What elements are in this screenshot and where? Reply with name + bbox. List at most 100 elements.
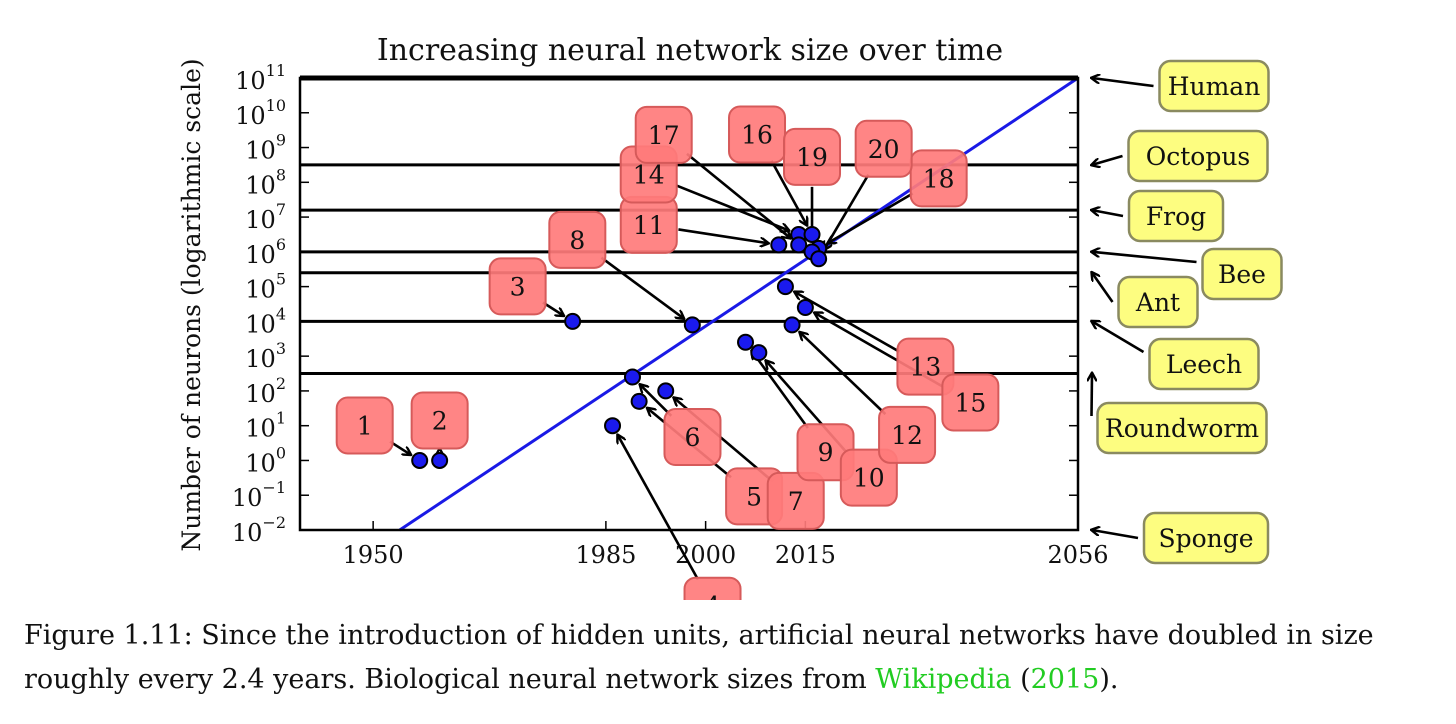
network-point-11 [770, 236, 788, 254]
network-arrow-20 [824, 173, 870, 250]
y-tick-label: 102 [245, 374, 286, 408]
network-point-9 [737, 333, 755, 351]
bio-arrow-sponge [1092, 530, 1139, 540]
network-label-19: 19 [796, 143, 828, 172]
biological-labels: Human Octopus Frog Bee Ant Leech Roundworm Spon… [1092, 59, 1283, 565]
bio-label-box-bee [1201, 247, 1283, 301]
bio-arrow-ant [1092, 273, 1114, 303]
network-label-box-12 [878, 405, 937, 464]
trend-line [398, 76, 1079, 532]
bio-label-box-leech [1148, 337, 1260, 391]
y-tick-label: 10−2 [232, 513, 286, 547]
network-label-18: 18 [923, 164, 955, 193]
y-tick-label: 100 [245, 443, 286, 477]
bio-label-box-frog [1127, 189, 1225, 243]
caption-paren-close: ). [1099, 664, 1119, 695]
network-label-box-17 [634, 105, 693, 164]
y-tick-label: 103 [245, 339, 286, 373]
figure-caption: Figure 1.11: Since the introduction of h… [24, 614, 1444, 702]
bio-label-frog: Frog [1146, 202, 1206, 231]
network-label-15: 15 [954, 388, 986, 417]
network-arrow-8 [600, 256, 683, 319]
y-tick-label: 109 [245, 131, 286, 165]
bio-label-octopus: Octopus [1146, 142, 1251, 171]
network-label-box-8 [548, 210, 607, 269]
network-label-box-19 [783, 127, 842, 186]
network-point-12 [783, 316, 801, 334]
network-point-5 [630, 392, 648, 410]
network-label-10: 10 [853, 464, 885, 493]
y-tick-label: 101 [245, 409, 286, 443]
caption-wikipedia-link[interactable]: Wikipedia [875, 664, 1012, 695]
network-label-17: 17 [648, 121, 680, 150]
network-label-5: 5 [746, 482, 762, 511]
trend-line-group [398, 76, 1079, 532]
network-label-box-7 [766, 471, 825, 530]
network-point-10 [750, 344, 768, 362]
network-arrow-13 [795, 292, 901, 353]
network-label-box-2 [410, 391, 469, 450]
network-labels: 1234567891011121314151617181920 [335, 105, 1000, 635]
network-label-11: 11 [633, 211, 665, 240]
y-tick-label: 107 [245, 200, 286, 234]
network-point-17 [790, 236, 808, 254]
bio-arrow-octopus [1092, 154, 1123, 165]
y-tick-label: 1011 [235, 61, 286, 95]
network-label-box-6 [663, 408, 722, 467]
bio-label-box-roundworm [1096, 401, 1268, 455]
network-label-4: 4 [705, 592, 721, 600]
network-point-7 [657, 382, 675, 400]
network-label-20: 20 [868, 135, 900, 164]
network-arrow-16 [770, 160, 806, 225]
bio-label-box-ant [1117, 275, 1199, 329]
caption-text: Figure 1.11: Since the introduction of h… [24, 620, 1374, 695]
bio-label-human: Human [1168, 72, 1261, 101]
network-arrow-4 [618, 435, 700, 581]
caption-year-link[interactable]: 2015 [1030, 664, 1100, 695]
bio-label-leech: Leech [1166, 350, 1242, 379]
chart-title: Increasing neural network size over time [377, 33, 1003, 68]
y-tick-label: 105 [245, 270, 286, 304]
network-point-16 [803, 225, 821, 243]
bio-arrow-leech [1092, 321, 1145, 354]
caption-paren-open: ( [1011, 664, 1031, 695]
bio-label-box-human [1158, 59, 1270, 113]
network-label-box-3 [488, 257, 547, 316]
network-label-1: 1 [357, 411, 373, 440]
bio-arrow-frog [1092, 210, 1124, 218]
network-point-8 [683, 316, 701, 334]
network-point-15 [796, 298, 814, 316]
network-label-box-13 [896, 337, 955, 396]
y-tick-label: 106 [245, 235, 286, 269]
x-tick-label: 1985 [575, 541, 636, 569]
x-tick-label: 2015 [775, 541, 836, 569]
x-tick-label: 1950 [343, 541, 404, 569]
network-arrow-18 [828, 192, 914, 242]
network-label-14: 14 [633, 160, 665, 189]
network-arrow-6 [640, 385, 673, 417]
network-point-13 [776, 278, 794, 296]
x-tick-label: 2056 [1047, 541, 1108, 569]
y-axis-label: Number of neurons (logarithmic scale) [177, 58, 206, 551]
y-tick-label: 1010 [235, 96, 286, 130]
bio-label-ant: Ant [1135, 288, 1180, 317]
network-label-2: 2 [432, 406, 448, 435]
bio-label-box-sponge [1142, 511, 1270, 565]
data-points [411, 225, 828, 469]
network-label-13: 13 [910, 353, 942, 382]
y-tick-label: 108 [245, 165, 286, 199]
network-label-7: 7 [788, 487, 804, 516]
network-point-20 [810, 250, 828, 268]
y-tick-label: 10−1 [232, 478, 286, 512]
chart: Increasing neural network size over time… [177, 33, 1283, 635]
network-label-12: 12 [891, 421, 923, 450]
chart-svg: Increasing neural network size over time… [177, 33, 1283, 635]
network-label-9: 9 [818, 438, 834, 467]
network-label-8: 8 [569, 226, 585, 255]
network-point-6 [623, 368, 641, 386]
network-label-box-20 [854, 119, 913, 178]
network-arrow-17 [686, 152, 790, 238]
network-label-box-10 [839, 448, 898, 507]
bio-label-roundworm: Roundworm [1105, 414, 1259, 443]
network-point-4 [604, 417, 622, 435]
